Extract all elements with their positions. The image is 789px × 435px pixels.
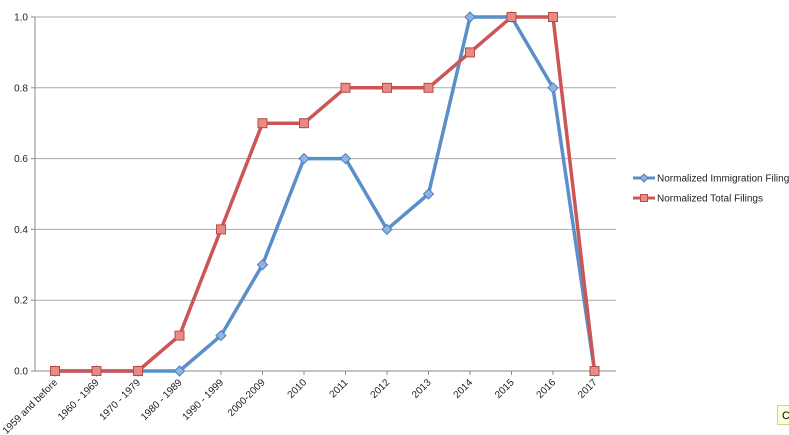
legend-label: Normalized Immigration Filings <box>657 174 789 185</box>
legend-item: Normalized Total Filings <box>633 194 763 205</box>
data-point-diamond <box>464 11 476 23</box>
x-tick-label: 2011 <box>328 377 351 400</box>
x-tick-label: 2000-2009 <box>226 377 268 419</box>
data-point-diamond <box>339 152 352 165</box>
series-line <box>53 15 597 373</box>
y-tick-label: 0.8 <box>14 83 28 94</box>
x-tick-label: 2012 <box>369 377 393 401</box>
data-point-diamond <box>298 152 310 165</box>
series-2 <box>50 12 600 376</box>
y-tick-label: 0.4 <box>14 225 28 236</box>
data-point-square <box>548 12 558 22</box>
y-tick-label: 0.0 <box>14 367 28 378</box>
y-tick-label: 0.2 <box>14 296 28 307</box>
legend-label: Normalized Total Filings <box>657 194 763 205</box>
y-tick-label: 0.6 <box>14 154 28 165</box>
legend-marker-square <box>640 194 648 202</box>
legend: Normalized Immigration Filings Normalized… <box>633 173 789 205</box>
x-tick-label: 2017 <box>576 377 600 401</box>
data-point-square <box>506 12 517 22</box>
x-tick-label: 1960 - 1969 <box>56 377 102 423</box>
data-point-diamond <box>173 365 186 377</box>
data-point-square <box>174 330 185 341</box>
x-tick-label: 2013 <box>410 377 434 401</box>
data-point-diamond <box>547 82 559 94</box>
data-point-square <box>91 366 102 376</box>
data-point-diamond <box>256 259 269 271</box>
data-point-diamond <box>422 188 435 200</box>
x-tick-label: 2010 <box>286 377 310 401</box>
data-point-square <box>299 118 309 129</box>
data-point-square <box>216 224 226 235</box>
data-point-square <box>465 47 475 58</box>
x-tick-label: 1990 - 1999 <box>181 377 227 423</box>
legend-marker-diamond <box>639 173 649 183</box>
data-point-diamond <box>215 329 227 342</box>
x-tick-label: 2016 <box>535 377 559 401</box>
data-point-square <box>257 118 268 129</box>
data-point-square <box>50 366 60 376</box>
data-point-square <box>133 366 143 376</box>
data-point-square <box>423 82 434 93</box>
x-tick-label: 1980 - 1989 <box>139 377 185 423</box>
y-axis-ticks: 0.0 0.2 0.4 0.6 0.8 1.0 <box>14 13 28 378</box>
x-tick-label: 2014 <box>452 377 476 401</box>
data-point-square <box>340 82 351 93</box>
data-point-square <box>382 82 392 93</box>
x-tick-label: 1959 and before <box>1 377 61 435</box>
x-tick-label: 1970 - 1979 <box>98 377 144 423</box>
data-point-diamond <box>381 223 393 236</box>
series-1 <box>49 11 601 377</box>
cut-off-tooltip: Ch <box>777 405 789 425</box>
y-tick-label: 1.0 <box>14 13 28 24</box>
data-point-square <box>589 366 600 376</box>
axes <box>31 16 616 375</box>
legend-item: Normalized Immigration Filings <box>633 173 789 185</box>
series-lines <box>49 11 601 377</box>
series-line <box>53 15 597 373</box>
x-tick-label: 2015 <box>493 377 517 401</box>
